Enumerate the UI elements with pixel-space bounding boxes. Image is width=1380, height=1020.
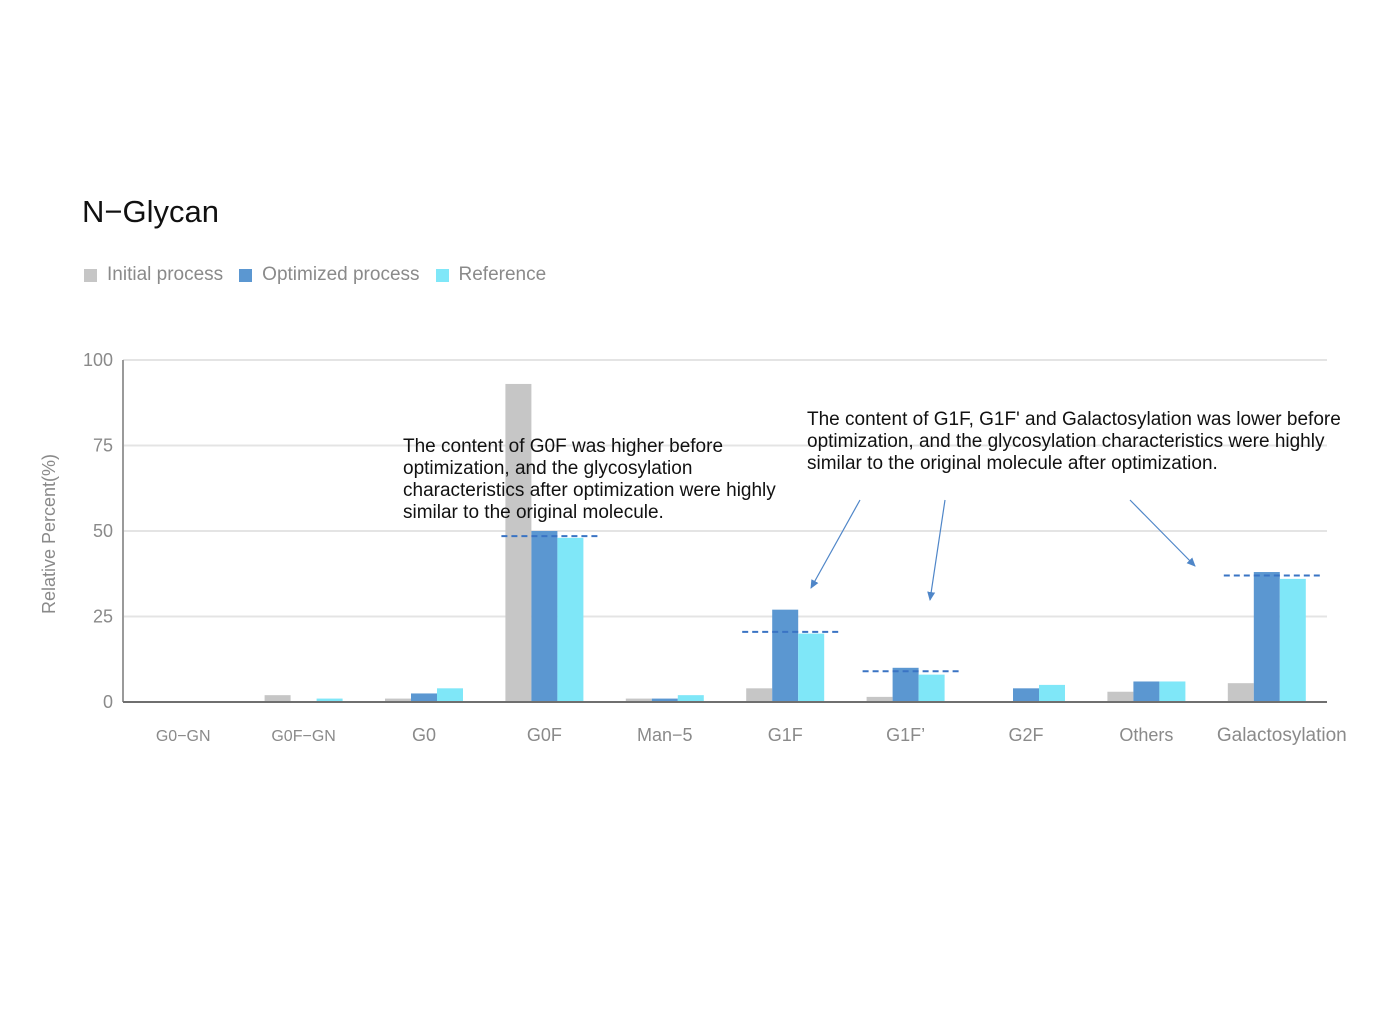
bar-g0f-reference	[557, 537, 584, 702]
bar-g2f-reference	[1039, 684, 1065, 702]
bar-g0f-initial-process	[505, 383, 532, 702]
x-tick-label-g0f: G0F	[527, 725, 562, 745]
bar-g2f-optimized-process	[1013, 688, 1039, 702]
bar-man-5-reference	[677, 695, 704, 702]
legend-item-optimized[interactable]: Optimized process	[239, 264, 420, 286]
x-tick-label-man-5: Man−5	[637, 725, 693, 745]
bar-galactosylation-optimized-process	[1253, 572, 1280, 702]
bar-g0-reference	[437, 688, 463, 702]
x-tick-label-g0: G0	[412, 725, 436, 745]
axes	[122, 360, 1327, 703]
bar-g1f-reference	[918, 674, 945, 702]
y-tick-label: 0	[103, 692, 113, 712]
x-tick-label-g1f: G1F	[768, 725, 803, 745]
bar-galactosylation-initial-process	[1227, 683, 1254, 702]
annotation-g1f-galactosylation: The content of G1F, G1F' and Galactosyla…	[807, 409, 1341, 474]
x-tick-label-others: Others	[1119, 725, 1173, 745]
bar-g0f-gn-initial-process	[264, 695, 291, 702]
bar-g1f-initial-process	[746, 688, 773, 702]
legend: Initial process Optimized process Refere…	[84, 264, 562, 286]
legend-swatch-initial	[84, 268, 97, 282]
legend-label-initial: Initial process	[107, 264, 224, 285]
bar-others-optimized-process	[1133, 681, 1160, 702]
bar-g1f-optimized-process	[892, 667, 919, 702]
arrow-to-galactosylation	[1129, 499, 1196, 567]
legend-item-reference[interactable]: Reference	[435, 264, 547, 286]
y-tick-label: 100	[83, 350, 113, 370]
x-tick-label-g1f: G1F’	[886, 725, 925, 745]
bar-galactosylation-reference	[1279, 578, 1306, 702]
y-axis-title: Relative Percent(%)	[39, 454, 59, 614]
legend-label-optimized: Optimized process	[262, 264, 420, 285]
bar-g1f-initial-process	[866, 696, 893, 702]
legend-swatch-reference	[435, 268, 449, 282]
bar-g1f-reference	[798, 633, 825, 702]
x-tick-label-galactosylation: Galactosylation	[1217, 725, 1347, 746]
x-tick-label-g2f: G2F	[1008, 725, 1043, 745]
bar-g1f-optimized-process	[772, 609, 799, 702]
reference-lines	[501, 535, 1320, 673]
y-tick-label: 75	[93, 436, 113, 456]
bar-g0f-optimized-process	[531, 531, 558, 702]
arrow-to-g1f	[810, 499, 861, 589]
arrow-to-g1f-prime	[927, 499, 946, 601]
bar-g0f-gn-reference	[316, 698, 343, 702]
bar-others-reference	[1159, 681, 1186, 702]
legend-label-reference: Reference	[458, 264, 547, 285]
bars	[264, 383, 1306, 702]
tick-labels: 0 25 50 75 100 Relative Percent(%) G0−GN G0F−GN…	[39, 350, 1347, 746]
bar-g0-optimized-process	[411, 693, 437, 702]
y-tick-label: 25	[93, 607, 113, 627]
bar-g0-initial-process	[385, 698, 411, 702]
annotation-g0f: The content of G0F was higher before opt…	[403, 436, 776, 523]
bar-man-5-optimized-process	[651, 698, 678, 702]
y-tick-label: 50	[93, 521, 113, 541]
bar-man-5-initial-process	[625, 698, 652, 702]
chart-title: N−Glycan	[82, 194, 219, 229]
x-tick-label-g0-gn: G0−GN	[156, 728, 211, 745]
gridlines	[123, 359, 1327, 618]
legend-swatch-optimized	[239, 268, 253, 282]
x-tick-label-g0f-gn: G0F−GN	[271, 728, 335, 745]
legend-item-initial[interactable]: Initial process	[84, 264, 223, 286]
annotation-arrows	[810, 499, 1196, 601]
bar-others-initial-process	[1107, 691, 1134, 702]
